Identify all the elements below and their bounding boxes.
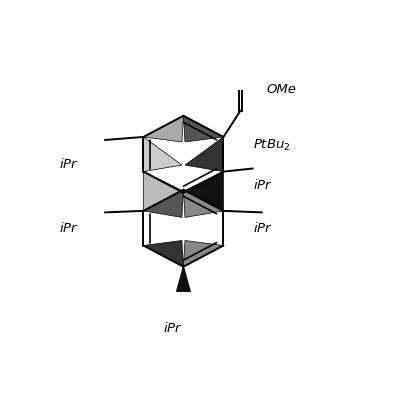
Polygon shape bbox=[184, 172, 224, 211]
Polygon shape bbox=[143, 172, 184, 211]
Polygon shape bbox=[143, 240, 184, 267]
Text: $i$Pr: $i$Pr bbox=[253, 221, 272, 235]
Text: P$\it{t}$Bu$_2$: P$\it{t}$Bu$_2$ bbox=[253, 138, 290, 152]
Text: $i$Pr: $i$Pr bbox=[59, 221, 79, 235]
Text: $i$Pr: $i$Pr bbox=[253, 178, 272, 192]
Text: $i$Pr: $i$Pr bbox=[163, 320, 182, 334]
Polygon shape bbox=[184, 190, 224, 218]
Polygon shape bbox=[143, 190, 184, 218]
Polygon shape bbox=[184, 116, 224, 142]
Polygon shape bbox=[143, 116, 184, 142]
Text: OMe: OMe bbox=[267, 83, 296, 96]
Polygon shape bbox=[185, 137, 224, 172]
Polygon shape bbox=[184, 240, 224, 267]
Polygon shape bbox=[143, 137, 182, 172]
Polygon shape bbox=[177, 267, 190, 291]
Text: $i$Pr: $i$Pr bbox=[59, 156, 79, 170]
